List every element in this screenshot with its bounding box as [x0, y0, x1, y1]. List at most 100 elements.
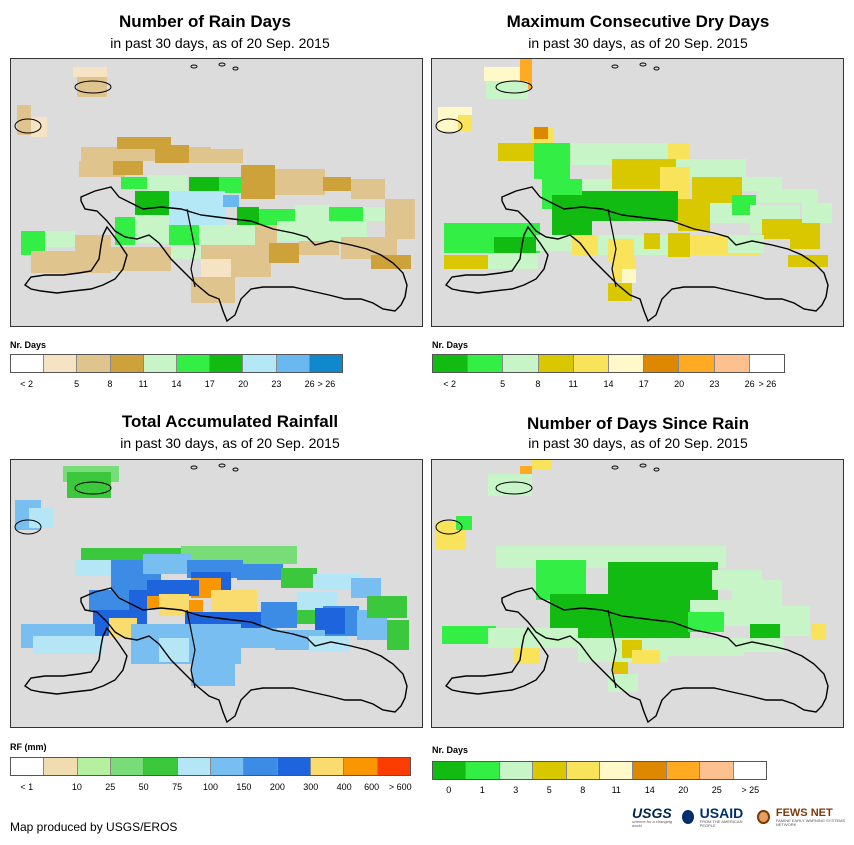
legend-title: Nr. Days [432, 340, 469, 350]
legend-swatch [210, 758, 245, 775]
grid-cell [351, 179, 385, 199]
grid-cell [678, 199, 710, 231]
days-since-rain-map [431, 459, 844, 728]
legend-swatch [566, 762, 601, 779]
legend-label: 150 [236, 782, 252, 792]
legend-swatch [177, 355, 211, 372]
grid-cell [121, 177, 149, 189]
legend-labels: 0 1 3 5 8 11 14 20 25 > 25 [432, 785, 767, 797]
grid-cell [255, 225, 277, 245]
grid-cell [802, 203, 832, 223]
legend-swatch [344, 758, 378, 775]
grid-cell [534, 127, 548, 139]
legend-label: 11 [611, 785, 621, 795]
grid-cell [17, 105, 31, 135]
legend-swatch [11, 355, 45, 372]
map-canvas [435, 59, 832, 323]
color-legend [432, 354, 785, 373]
legend-label: 25 [105, 782, 116, 792]
legend-swatch [277, 758, 311, 775]
grid-cell [644, 233, 660, 249]
grid-cell [514, 648, 540, 664]
usaid-logo-text: USAID [699, 805, 744, 821]
legend-swatch [44, 355, 78, 372]
grid-cell [297, 610, 317, 624]
legend-swatch [244, 758, 278, 775]
legend-swatch [144, 758, 178, 775]
grid-cell [169, 191, 225, 225]
grid-cell [790, 219, 820, 249]
panel-subtitle: in past 30 days, as of 20 Sep. 2015 [528, 35, 748, 51]
grid-cell [89, 590, 129, 610]
legend-swatch [600, 762, 634, 779]
small-island-outline [611, 465, 619, 470]
fews-globe-icon [757, 810, 770, 824]
panel-subtitle: in past 30 days, as of 20 Sep. 2015 [110, 35, 330, 51]
country-border [607, 208, 617, 288]
legend-label: 8 [580, 785, 586, 795]
usaid-logo-tagline: FROM THE AMERICAN PEOPLE [699, 819, 743, 828]
legend-title: RF (mm) [10, 742, 47, 752]
country-border [607, 609, 617, 689]
legend-swatch [749, 355, 785, 372]
grid-cell [351, 578, 381, 598]
rainfall-map [10, 459, 423, 728]
legend-label: 14 [603, 379, 614, 389]
legend-label: 5 [546, 785, 552, 795]
usaid-logo: USAID FROM THE AMERICAN PEOPLE [700, 806, 752, 828]
small-island-outline [74, 481, 112, 495]
grid-cell [147, 175, 187, 191]
legend-swatch [77, 355, 111, 372]
grid-cell [75, 235, 111, 251]
legend-swatch [143, 355, 178, 372]
legend-label: 23 [709, 379, 720, 389]
small-island-outline [232, 467, 239, 472]
usaid-seal-icon [681, 810, 694, 824]
grid-cell [758, 189, 818, 203]
legend-label: 11 [138, 379, 148, 389]
usgs-logo-text: USGS [632, 805, 672, 821]
haiti-peninsula-outline [444, 225, 549, 294]
legend-swatch [503, 355, 539, 372]
grid-cell [281, 568, 317, 588]
country-border [186, 208, 196, 288]
grid-cell [295, 205, 329, 221]
grid-cell [632, 650, 660, 664]
grid-cell [329, 207, 363, 223]
grid-cell [676, 159, 746, 179]
grid-cell [488, 253, 538, 269]
grid-cell [341, 237, 397, 259]
panel-title: Number of Days Since Rain [526, 414, 749, 433]
grid-cell [532, 460, 552, 470]
haiti-peninsula-outline [23, 225, 128, 294]
map-canvas [14, 463, 409, 724]
legend-label: < 1 [20, 782, 34, 792]
grid-cell [385, 199, 415, 239]
grid-cell [572, 235, 598, 255]
usgs-logo: USGS science for a changing world [632, 806, 676, 828]
legend-swatch [666, 762, 701, 779]
grid-cell [219, 177, 241, 193]
small-island-outline [611, 64, 619, 69]
legend-label: > 25 [741, 785, 760, 795]
grid-cell [143, 596, 163, 608]
legend-swatch [609, 355, 645, 372]
grid-cell [728, 235, 764, 253]
color-legend [10, 757, 411, 776]
grid-cell [442, 626, 496, 644]
grid-cell [488, 628, 578, 648]
legend-label: 17 [638, 379, 649, 389]
legend-label: 25 [711, 785, 722, 795]
small-island-outline [435, 118, 463, 134]
island-outline [80, 587, 408, 724]
grid-cell [31, 251, 111, 273]
grid-cell [159, 594, 189, 616]
grid-cell [277, 221, 367, 241]
grid-cell [113, 161, 143, 175]
legend-labels: < 2 5 8 11 14 17 20 23 26 > 26 [432, 379, 785, 391]
legend-swatch [533, 762, 567, 779]
map-credit: Map produced by USGS/EROS [10, 820, 178, 834]
legend-swatch [310, 758, 345, 775]
legend-swatch [644, 355, 680, 372]
grid-cell [494, 237, 536, 255]
